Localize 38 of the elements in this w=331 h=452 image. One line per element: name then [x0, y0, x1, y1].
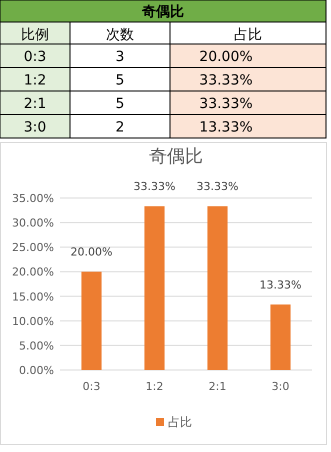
- bar: [81, 272, 102, 370]
- text: 比例: [21, 27, 49, 43]
- y-tick-label: 20.00%: [12, 266, 54, 279]
- y-tick-label: 15.00%: [12, 290, 54, 304]
- chart-title: 奇偶比: [149, 146, 203, 167]
- text: 1:2: [24, 72, 46, 88]
- text: 5: [116, 96, 124, 112]
- y-tick-label: 30.00%: [12, 216, 54, 230]
- bar: [144, 206, 165, 370]
- text: 次数: [106, 27, 134, 43]
- data-label: 13.33%: [260, 278, 302, 292]
- x-tick-label: 2:1: [208, 380, 226, 393]
- text: 33.33%: [199, 96, 253, 112]
- data-label: 33.33%: [196, 180, 238, 194]
- y-tick-label: 10.00%: [12, 314, 54, 328]
- x-tick-label: 0:3: [82, 380, 100, 393]
- text: 2:1: [24, 96, 46, 112]
- data-label: 33.33%: [134, 180, 176, 194]
- y-tick-label: 0.00%: [19, 364, 54, 377]
- text: 33.33%: [199, 72, 253, 88]
- text: 占比: [234, 27, 262, 43]
- text: 奇偶比: [141, 4, 184, 20]
- y-tick-label: 35.00%: [12, 192, 54, 205]
- text: 5: [116, 72, 124, 88]
- text: 3:0: [24, 120, 46, 136]
- data-label: 20.00%: [70, 246, 112, 259]
- x-tick-label: 1:2: [146, 380, 164, 393]
- text: 20.00%: [199, 49, 253, 65]
- y-tick-label: 5.00%: [19, 339, 54, 352]
- text: 2: [116, 120, 124, 136]
- bar: [207, 206, 228, 370]
- text: 13.33%: [199, 120, 253, 136]
- legend-label: 占比: [168, 415, 192, 429]
- text: 0:3: [24, 49, 46, 65]
- bar: [270, 304, 291, 370]
- text: 3: [116, 49, 124, 65]
- y-tick-label: 25.00%: [12, 241, 54, 254]
- x-tick-label: 3:0: [272, 380, 290, 393]
